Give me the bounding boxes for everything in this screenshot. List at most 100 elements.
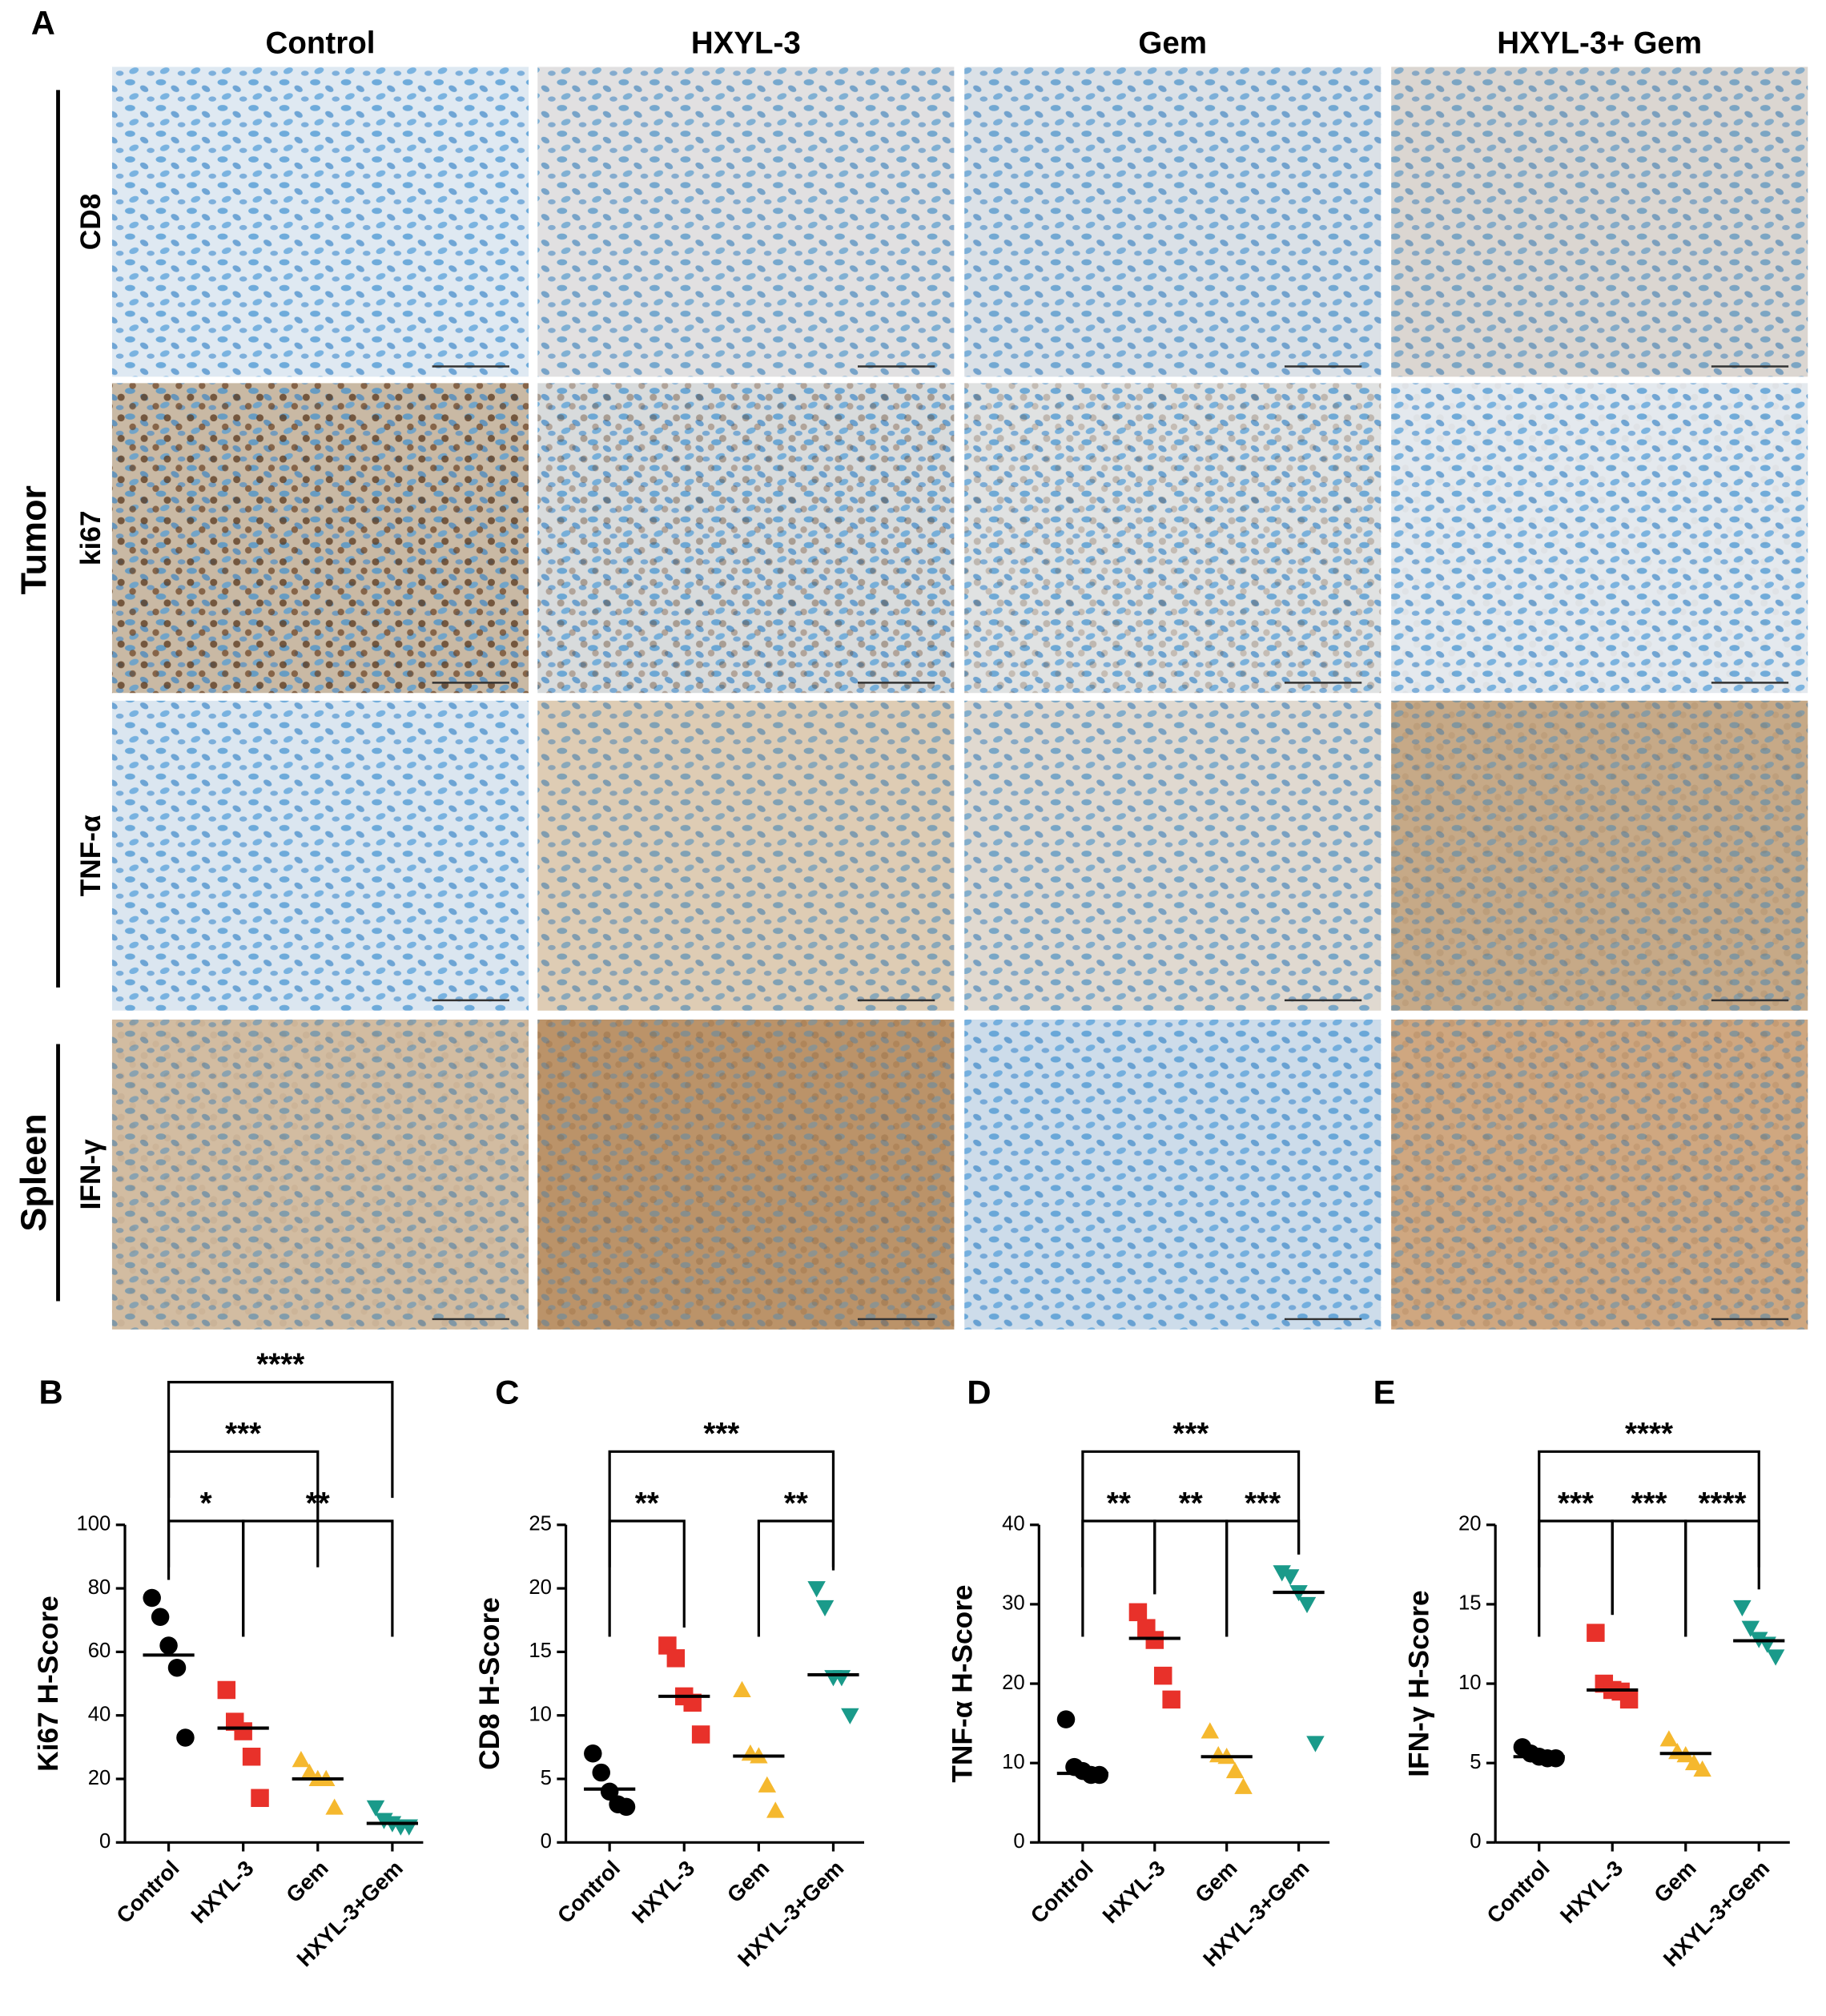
micrograph-tint xyxy=(1391,66,1808,377)
x-tick-label: HXYL-3 xyxy=(1097,1856,1169,1928)
significance-bracket xyxy=(1538,1450,1760,1567)
micrograph-cells xyxy=(964,1019,1382,1330)
y-tick-label: 0 xyxy=(1470,1830,1481,1853)
data-point xyxy=(251,1789,269,1808)
x-tick-label: Control xyxy=(1025,1856,1097,1928)
data-point xyxy=(1684,1753,1703,1771)
data-point xyxy=(1281,1569,1300,1586)
micrographs xyxy=(111,66,1808,1330)
significance-label: *** xyxy=(1631,1487,1667,1521)
significance-bracket xyxy=(1684,1519,1760,1637)
y-tick-label: 20 xyxy=(529,1576,552,1599)
panel-label: D xyxy=(967,1374,991,1411)
significance-bracket xyxy=(608,1450,835,1567)
data-point xyxy=(300,1763,319,1781)
micrograph-stain xyxy=(111,1019,529,1330)
significance-label: **** xyxy=(1625,1417,1673,1451)
y-tick-label: 20 xyxy=(1458,1513,1482,1535)
x-tick-label: HXYL-3 xyxy=(186,1856,258,1928)
column-title: Control xyxy=(266,26,376,60)
data-point xyxy=(1587,1624,1605,1642)
data-point xyxy=(176,1728,195,1747)
panel-label: B xyxy=(38,1374,62,1411)
micrograph-cells xyxy=(1391,66,1808,377)
y-tick-label: 5 xyxy=(541,1767,552,1789)
y-tick-label: 0 xyxy=(541,1830,552,1853)
x-tick-label: Gem xyxy=(722,1856,774,1908)
micrograph-stain xyxy=(537,1019,955,1330)
micrograph-cells xyxy=(964,700,1382,1011)
y-tick-label: 40 xyxy=(1002,1513,1025,1535)
data-point xyxy=(592,1763,610,1782)
micrograph-tint xyxy=(537,1019,955,1330)
data-point xyxy=(242,1748,261,1766)
panel-label: A xyxy=(31,4,55,42)
row-label: IFN-γ xyxy=(75,1139,107,1210)
micrograph-cells xyxy=(964,66,1382,377)
y-tick-label: 10 xyxy=(1458,1672,1482,1694)
significance-bracket xyxy=(167,1450,320,1567)
y-axis-label: IFN-γ H-Score xyxy=(1403,1590,1434,1777)
significance-label: ** xyxy=(784,1487,808,1521)
x-tick-label: Control xyxy=(1482,1856,1554,1928)
data-point xyxy=(1225,1761,1245,1779)
data-point xyxy=(292,1750,311,1768)
micrograph-cells xyxy=(537,700,955,1011)
data-point xyxy=(1056,1710,1076,1728)
x-tick-label: HXYL-3 xyxy=(1555,1856,1627,1928)
y-axis-label: Ki67 H-Score xyxy=(33,1595,64,1772)
micrograph-cells xyxy=(111,66,529,377)
micrograph-stain xyxy=(1391,700,1808,1011)
data-point xyxy=(733,1680,751,1697)
y-axis-label: CD8 H-Score xyxy=(474,1597,505,1770)
significance-bracket xyxy=(1611,1519,1687,1637)
significance-label: *** xyxy=(1245,1487,1281,1521)
data-point xyxy=(1297,1596,1317,1614)
data-point xyxy=(815,1600,835,1617)
significance-label: *** xyxy=(703,1417,739,1451)
y-tick-label: 25 xyxy=(529,1513,552,1535)
data-point xyxy=(1766,1649,1785,1666)
data-point xyxy=(1733,1600,1752,1617)
micrograph-tint xyxy=(111,1019,529,1330)
micrograph-stain xyxy=(111,383,529,694)
data-point xyxy=(584,1744,602,1763)
significance-bracket xyxy=(1153,1519,1229,1637)
data-point xyxy=(217,1680,236,1700)
micrograph-tint xyxy=(964,700,1382,1011)
significance-label: *** xyxy=(225,1417,261,1451)
panel-label: E xyxy=(1374,1374,1396,1411)
data-point xyxy=(766,1801,785,1818)
y-tick-label: 15 xyxy=(1458,1592,1482,1615)
row-label: CD8 xyxy=(75,194,107,251)
significance-bracket xyxy=(608,1519,686,1637)
column-title: HXYL-3 xyxy=(691,26,801,60)
y-tick-label: 0 xyxy=(99,1830,111,1853)
data-point xyxy=(600,1782,619,1801)
x-tick-label: Control xyxy=(111,1856,183,1928)
data-point xyxy=(691,1725,710,1744)
y-tick-label: 10 xyxy=(529,1703,552,1725)
data-point xyxy=(807,1581,826,1598)
y-tick-label: 40 xyxy=(88,1703,111,1725)
y-tick-label: 15 xyxy=(529,1640,552,1662)
data-point xyxy=(143,1588,161,1608)
x-tick-label: Gem xyxy=(1190,1856,1242,1908)
data-point xyxy=(1153,1666,1172,1685)
x-tick-label: Gem xyxy=(281,1856,333,1908)
significance-bracket xyxy=(1081,1450,1301,1567)
data-point xyxy=(1128,1603,1148,1622)
x-tick-label: Control xyxy=(553,1856,625,1928)
data-point xyxy=(167,1658,187,1677)
y-tick-label: 100 xyxy=(76,1513,111,1535)
group-label: Spleen xyxy=(13,1113,54,1231)
significance-bracket xyxy=(167,1519,245,1637)
group-label: Tumor xyxy=(13,485,54,594)
significance-label: *** xyxy=(1172,1417,1209,1451)
significance-bracket xyxy=(1538,1519,1614,1637)
data-point xyxy=(325,1798,344,1815)
micrograph-stain xyxy=(964,383,1382,694)
column-title: HXYL-3+ Gem xyxy=(1497,26,1702,60)
data-point xyxy=(666,1649,686,1668)
